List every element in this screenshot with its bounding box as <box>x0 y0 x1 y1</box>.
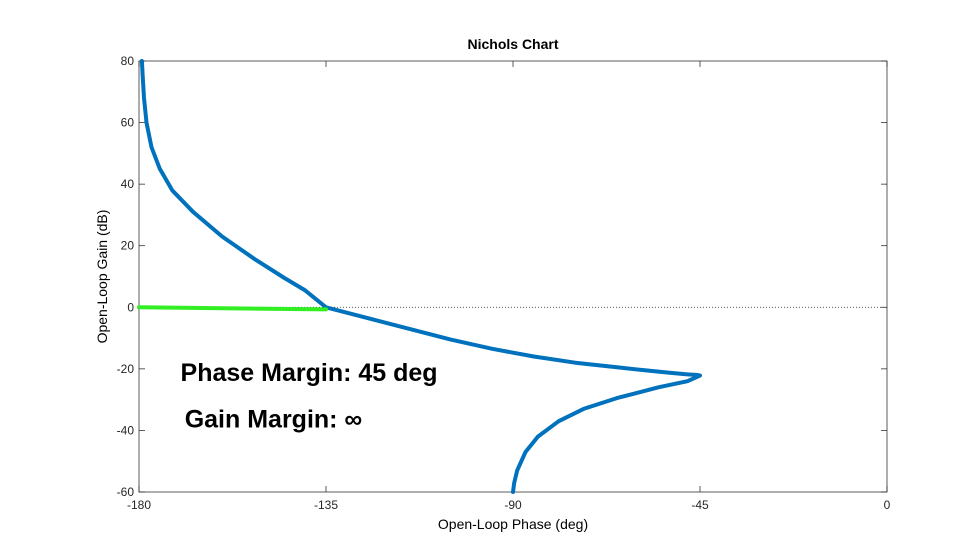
y-tick-label: -60 <box>117 485 135 499</box>
y-tick-label: 80 <box>121 54 135 68</box>
response-curve <box>139 59 702 494</box>
x-tick-label: -180 <box>127 498 151 512</box>
x-tick-label: -45 <box>691 498 709 512</box>
x-tick-label: 0 <box>884 498 891 512</box>
plot-area <box>138 60 888 493</box>
y-tick-label: 20 <box>121 239 135 253</box>
x-tick-label: -90 <box>504 498 522 512</box>
y-tick-label: 60 <box>121 116 135 130</box>
series-layer <box>137 59 702 494</box>
x-axis-label: Open-Loop Phase (deg) <box>438 516 588 532</box>
phase-margin-annotation: Phase Margin: 45 deg <box>181 359 438 387</box>
phase-margin-line <box>137 305 328 312</box>
y-axis-label: Open-Loop Gain (dB) <box>94 210 110 344</box>
x-tick-label: -135 <box>314 498 338 512</box>
y-tick-label: 0 <box>127 300 134 314</box>
chart-title: Nichols Chart <box>467 36 558 52</box>
y-tick-label: 40 <box>121 177 135 191</box>
y-tick-label: -20 <box>117 362 135 376</box>
gain-margin-annotation: Gain Margin: ∞ <box>185 405 363 433</box>
y-tick-label: -40 <box>117 423 135 437</box>
